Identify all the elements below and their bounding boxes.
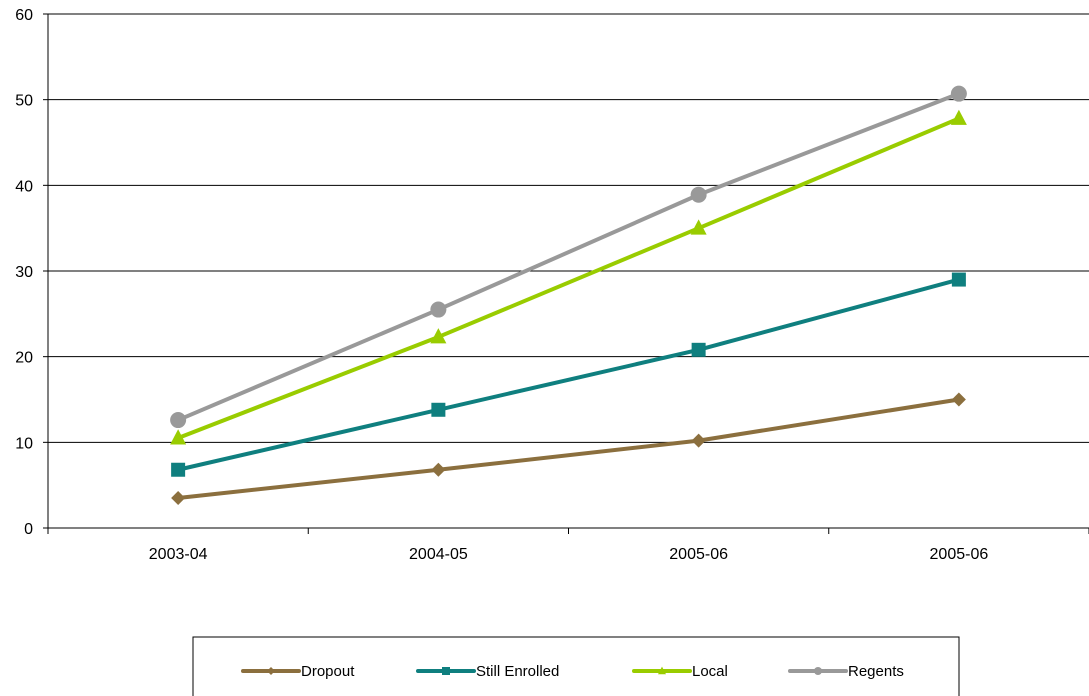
- x-axis-tick-labels: 2003-04 2004-05 2005-06 2005-06: [47, 528, 1089, 563]
- series-still-enrolled: [171, 272, 966, 477]
- legend-box: [192, 636, 960, 696]
- data-point-dropout: [171, 491, 186, 506]
- y-tick-label: 20: [15, 350, 33, 367]
- data-point-regents: [170, 412, 187, 429]
- legend-label: Still Enrolled: [476, 663, 559, 680]
- data-point-local: [170, 429, 187, 445]
- legend-label: Dropout: [301, 663, 355, 680]
- y-tick-label: 50: [15, 93, 33, 110]
- data-point-local: [430, 328, 447, 344]
- data-point-still-enrolled: [431, 402, 446, 417]
- legend-item-still-enrolled: Still Enrolled: [416, 663, 559, 680]
- series-line-still-enrolled: [176, 277, 961, 472]
- legend-label: Local: [692, 663, 728, 680]
- x-tick-label: 2005-06: [930, 546, 989, 563]
- data-point-regents: [690, 186, 707, 203]
- legend-label: Regents: [848, 663, 904, 680]
- legend-item-regents: Regents: [788, 663, 904, 680]
- y-tick-label: 30: [15, 264, 33, 281]
- data-point-still-enrolled: [171, 462, 186, 477]
- x-tick-label: 2005-06: [669, 546, 728, 563]
- legend-swatch-marker: [814, 667, 822, 675]
- series-line-regents: [176, 91, 961, 423]
- data-point-still-enrolled: [951, 272, 966, 287]
- data-point-local: [690, 219, 707, 235]
- series-dropout: [171, 392, 966, 506]
- legend-item-dropout: Dropout: [241, 663, 355, 680]
- y-tick-label: 60: [15, 7, 33, 24]
- data-point-local: [950, 109, 967, 125]
- legend: Dropout Still Enrolled Local Regents: [192, 636, 960, 696]
- series-local: [170, 109, 967, 445]
- y-axis-tick-labels: 0 10 20 30 40 50 60: [15, 7, 48, 538]
- data-point-regents: [950, 85, 967, 102]
- data-point-dropout: [951, 392, 966, 407]
- y-tick-label: 0: [24, 521, 33, 538]
- y-tick-label: 10: [15, 435, 33, 452]
- legend-swatch-marker: [267, 667, 275, 675]
- data-point-regents: [430, 301, 447, 318]
- gridlines: [48, 13, 1089, 443]
- y-tick-label: 40: [15, 178, 33, 195]
- legend-item-local: Local: [632, 663, 728, 680]
- data-point-dropout: [691, 433, 706, 448]
- x-tick-label: 2003-04: [149, 546, 208, 563]
- x-tick-label: 2004-05: [409, 546, 468, 563]
- legend-swatch-marker: [658, 666, 666, 675]
- series-line-local: [176, 116, 961, 441]
- data-point-dropout: [431, 462, 446, 477]
- legend-swatch-marker: [442, 667, 450, 675]
- series-line-dropout: [176, 397, 961, 501]
- series-regents: [170, 85, 967, 429]
- data-point-still-enrolled: [691, 342, 706, 357]
